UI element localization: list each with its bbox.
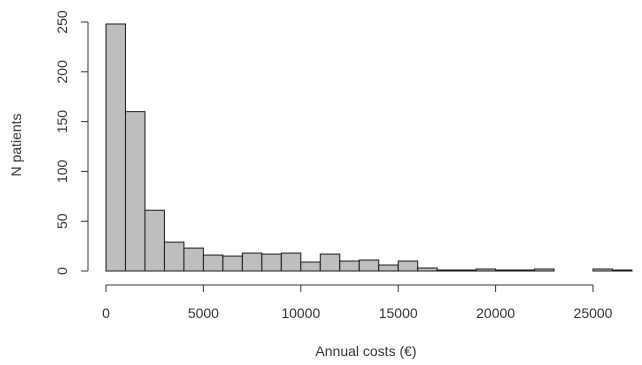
histogram-bar-4 [183,247,204,272]
histogram-bar-22 [534,268,555,272]
histogram-bar-11 [319,253,341,272]
histogram-bar-14 [378,264,399,272]
histogram-bar-16 [417,267,438,272]
y-tick-label-1: 50 [54,213,70,229]
histogram-bar-2 [144,209,165,272]
histogram-bar-6 [222,255,243,272]
histogram-bar-5 [202,254,224,272]
x-axis: 0 5000 10000 15000 20000 25000 [102,284,613,321]
x-tick-label-2: 10000 [281,305,320,321]
histogram-bar-8 [261,253,282,272]
y-axis: 0 50 100 150 200 250 [54,10,89,275]
y-tick-label-0: 0 [54,267,70,275]
bars-layer [105,23,633,272]
histogram-bar-12 [339,260,360,272]
histogram-bar-0 [105,23,126,272]
x-tick-label-3: 15000 [379,305,418,321]
x-tick-label-0: 0 [102,305,110,321]
x-tick-label-5: 25000 [574,305,613,321]
histogram-bar-10 [300,261,321,272]
histogram-bar-13 [358,259,380,272]
histogram-bar-20 [495,269,516,272]
x-axis-label: Annual costs (€) [315,343,416,359]
x-tick-label-1: 5000 [188,305,219,321]
histogram-bar-26 [611,269,633,272]
y-tick-label-2: 100 [54,160,70,184]
histogram-bar-25 [592,268,613,272]
histogram-bar-3 [163,241,185,272]
histogram-bar-21 [514,269,536,272]
histogram-bar-9 [280,252,302,272]
histogram-bar-17 [436,269,458,272]
y-tick-label-3: 150 [54,110,70,134]
x-tick-label-4: 20000 [476,305,515,321]
histogram-bar-7 [241,252,263,272]
y-axis-label: N patients [8,113,24,176]
histogram-bar-18 [456,269,477,272]
y-tick-label-5: 250 [54,10,70,34]
histogram-bar-19 [475,268,497,272]
y-tick-label-4: 200 [54,60,70,84]
histogram-bar-15 [397,260,419,272]
histogram-bar-1 [124,111,146,272]
